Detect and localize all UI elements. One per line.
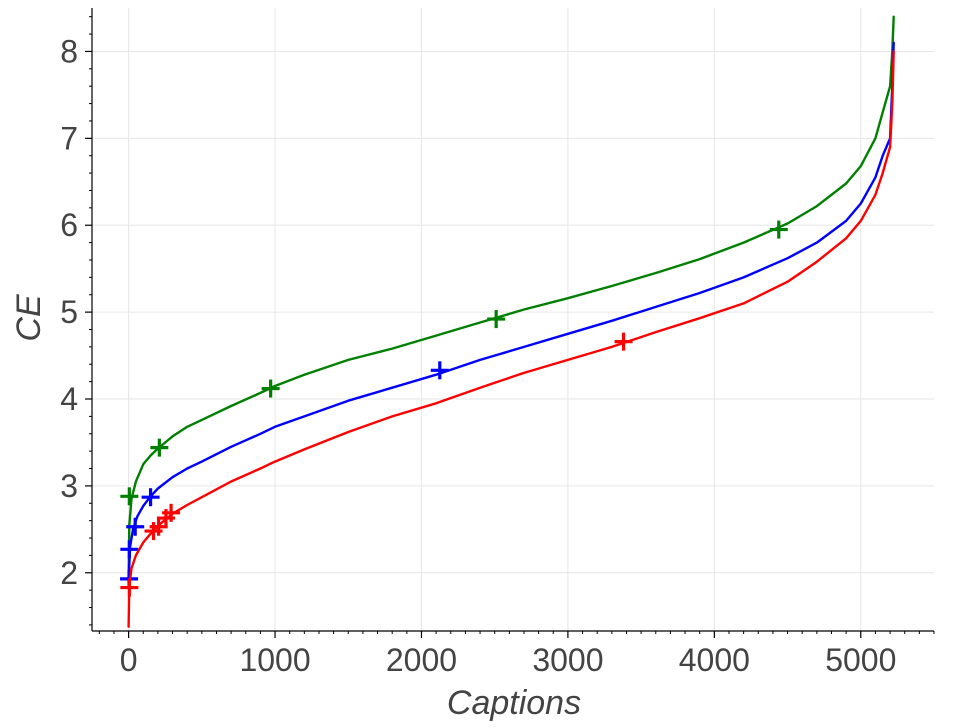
series-1-marker-2 — [126, 517, 145, 536]
x-tick-label-2: 2000 — [386, 642, 457, 678]
series-2-marker-4 — [162, 503, 181, 522]
x-tick-label-1: 1000 — [239, 642, 310, 678]
y-tick-label-6: 8 — [60, 33, 78, 69]
tick-labels: 0 1000 2000 3000 4000 5000 2 3 4 5 6 7 8 — [60, 33, 896, 678]
series-1-marker-3 — [141, 488, 160, 507]
series-0-marker-1 — [150, 438, 169, 457]
x-tick-label-4: 4000 — [679, 642, 750, 678]
x-tick-label-0: 0 — [120, 642, 138, 678]
series-1-marker-4 — [430, 361, 449, 380]
series-group — [120, 15, 895, 628]
y-tick-label-1: 3 — [60, 468, 78, 504]
series-2-marker-0 — [120, 578, 139, 597]
x-axis-label: Captions — [447, 684, 581, 722]
series-2-marker-5 — [614, 332, 633, 351]
grid — [92, 8, 934, 631]
x-tick-label-3: 3000 — [532, 642, 603, 678]
series-1-marker-1 — [120, 540, 139, 559]
series-line-0 — [127, 15, 895, 581]
x-tick-label-5: 5000 — [825, 642, 896, 678]
series-0-marker-2 — [261, 379, 280, 398]
y-tick-label-2: 4 — [60, 381, 78, 417]
y-tick-label-5: 7 — [60, 120, 78, 156]
y-tick-label-3: 5 — [60, 294, 78, 330]
series-line-1 — [127, 41, 895, 581]
axes — [85, 8, 935, 638]
y-tick-label-4: 6 — [60, 207, 78, 243]
series-0-marker-3 — [487, 310, 506, 329]
y-axis-label: CE — [10, 294, 48, 342]
series-0-marker-4 — [769, 220, 788, 239]
series-0-marker-0 — [120, 487, 139, 506]
y-tick-label-0: 2 — [60, 555, 78, 591]
